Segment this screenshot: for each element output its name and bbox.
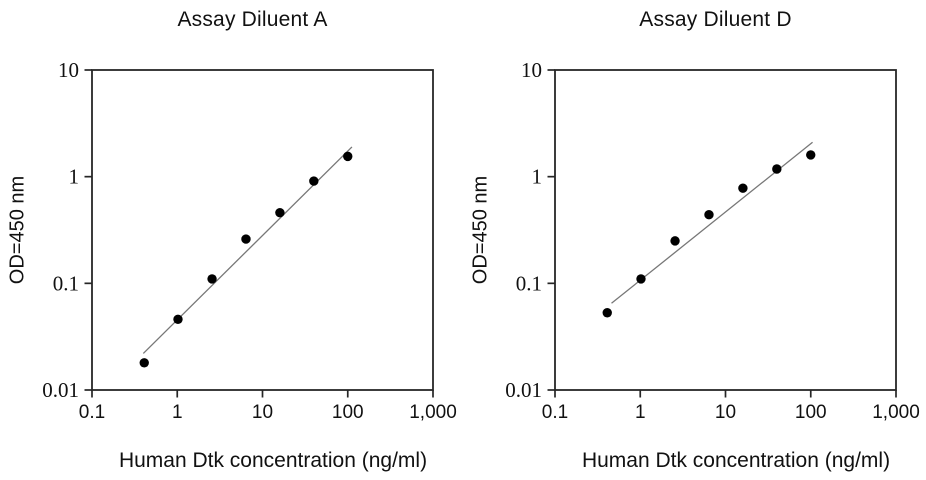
chart-assay-diluent-a: Assay Diluent A OD=450 nm 0.1 1 10 100 1,000…: [7, 8, 457, 472]
x-tick-label: 100: [795, 402, 827, 423]
axis-frame: [91, 69, 434, 391]
data-point: [772, 164, 782, 174]
data-point: [704, 209, 714, 220]
x-tick-label: 100: [332, 402, 364, 423]
data-point: [309, 176, 319, 186]
data-point: [173, 314, 183, 325]
x-tick-label: 1: [635, 402, 646, 423]
data-point: [806, 150, 816, 160]
x-tick-label: 1: [172, 402, 183, 423]
y-tick-label: 0.01: [42, 378, 79, 402]
axis-frame: [554, 69, 897, 391]
chart-title: Assay Diluent D: [639, 8, 792, 31]
data-point: [602, 308, 612, 318]
data-point: [139, 358, 149, 368]
data-point: [343, 151, 353, 162]
y-tick-label: 10: [521, 58, 542, 82]
y-tick-label: 0.1: [53, 271, 79, 295]
y-tick-label: 0.1: [516, 271, 542, 295]
y-tick-label: 1: [69, 165, 80, 189]
data-point: [241, 234, 251, 244]
x-tick-label: 0.1: [79, 402, 105, 423]
chart-title: Assay Diluent A: [177, 8, 328, 31]
data-point: [207, 274, 217, 284]
x-tick-label: 10: [252, 402, 273, 423]
y-tick-label: 1: [532, 165, 543, 189]
y-tick-label: 10: [58, 58, 79, 82]
data-point: [670, 236, 680, 246]
x-axis-title: Human Dtk concentration (ng/ml): [118, 449, 428, 472]
x-tick-label: 1,000: [872, 402, 920, 423]
x-axis-title: Human Dtk concentration (ng/ml): [581, 449, 891, 472]
data-point: [636, 274, 646, 284]
x-tick-label: 10: [715, 402, 736, 423]
data-point: [738, 183, 748, 193]
data-point: [275, 207, 285, 218]
x-tick-label: 0.1: [542, 402, 568, 423]
x-tick-label: 1,000: [409, 402, 457, 423]
chart-assay-diluent-d: Assay Diluent D OD=450 nm 0.1 1 10 100 1,000…: [463, 0, 926, 480]
y-tick-label: 0.01: [505, 378, 542, 402]
